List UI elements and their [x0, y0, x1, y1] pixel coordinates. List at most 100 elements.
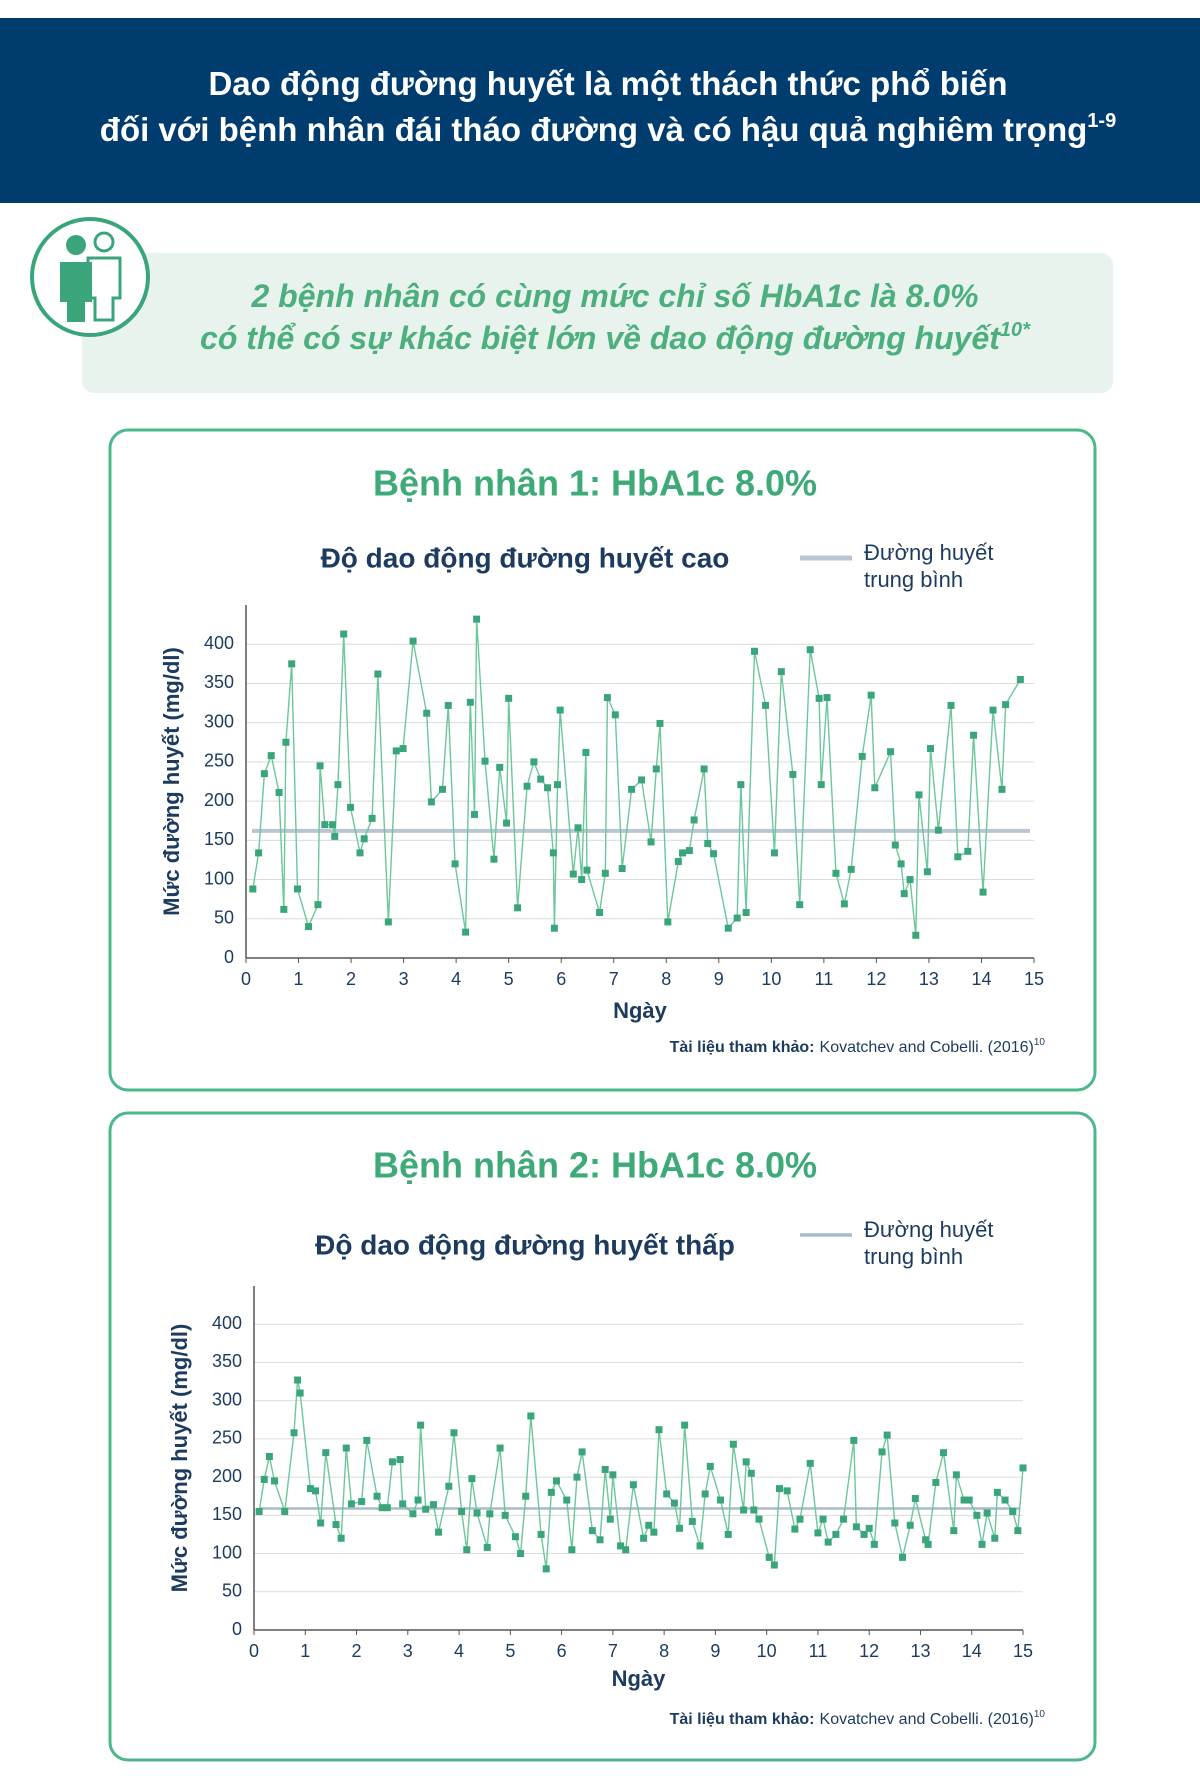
glucose-point — [947, 701, 955, 709]
x-tick-label: 5 — [505, 1641, 515, 1661]
glucose-point — [267, 752, 275, 760]
glucose-point — [817, 781, 825, 789]
header-title: Dao động đường huyết là một thách thức p… — [208, 65, 1007, 102]
glucose-point — [427, 798, 435, 806]
glucose-point — [1016, 676, 1024, 684]
glucose-point — [656, 719, 664, 727]
x-tick-label: 9 — [710, 1641, 720, 1661]
glucose-point — [550, 924, 558, 932]
glucose-point — [358, 1498, 366, 1506]
glucose-point — [374, 670, 382, 678]
x-tick-label: 11 — [809, 1641, 828, 1661]
glucose-point — [681, 1421, 689, 1429]
glucose-point — [924, 1540, 932, 1548]
glucose-point — [664, 918, 672, 926]
glucose-point — [622, 1546, 630, 1554]
glucose-point — [871, 784, 879, 792]
glucose-point — [979, 888, 987, 896]
legend: Đường huyết trung bình — [864, 1217, 993, 1269]
glucose-point — [296, 1389, 304, 1397]
glucose-point — [305, 923, 313, 931]
glucose-point — [578, 1448, 586, 1456]
glucose-point — [451, 860, 459, 868]
y-tick-label: 200 — [212, 1466, 242, 1486]
glucose-point — [609, 1471, 617, 1479]
x-tick-label: 7 — [609, 969, 619, 989]
glucose-point — [897, 860, 905, 868]
glucose-point — [922, 1536, 930, 1544]
glucose-point — [819, 1515, 827, 1523]
y-tick-label: 50 — [222, 1581, 242, 1601]
x-tick-label: 14 — [971, 969, 991, 989]
header-line: đối với bệnh nhân đái tháo đường và có h… — [100, 111, 1088, 148]
glucose-point — [724, 1530, 732, 1538]
glucose-point — [645, 1521, 653, 1529]
y-tick-label: 0 — [224, 947, 234, 967]
glucose-point — [537, 775, 545, 783]
glucose-point — [965, 1496, 973, 1504]
glucose-point — [950, 1527, 958, 1535]
y-axis-label: Mức đường huyết (mg/dl) — [159, 647, 184, 916]
x-tick-label: 10 — [757, 1641, 777, 1661]
y-tick-label: 250 — [212, 1428, 242, 1448]
glucose-point — [618, 865, 626, 873]
glucose-point — [655, 1426, 663, 1434]
glucose-point — [652, 765, 660, 773]
glucose-point — [596, 909, 604, 917]
glucose-point — [530, 758, 538, 766]
glucose-point — [883, 1431, 891, 1439]
glucose-point — [462, 928, 470, 936]
y-tick-label: 150 — [212, 1504, 242, 1524]
glucose-point — [265, 1452, 273, 1460]
glucose-point — [740, 1506, 748, 1514]
x-tick-label: 3 — [403, 1641, 413, 1661]
glucose-point — [468, 1475, 476, 1483]
glucose-point — [458, 1508, 466, 1516]
glucose-point — [789, 770, 797, 778]
glucose-point — [523, 782, 531, 790]
y-tick-label: 400 — [212, 1313, 242, 1333]
glucose-point — [603, 694, 611, 702]
glucose-point — [796, 901, 804, 909]
glucose-point — [496, 1444, 504, 1452]
glucose-point — [647, 838, 655, 846]
glucose-point — [445, 1482, 453, 1490]
glucose-point — [249, 885, 257, 893]
glucose-point — [701, 1490, 709, 1498]
glucose-point — [737, 781, 745, 789]
glucose-point — [814, 1529, 822, 1537]
glucose-point — [704, 839, 712, 847]
glucose-point — [824, 1538, 832, 1546]
glucose-point — [463, 1546, 471, 1554]
glucose-point — [527, 1412, 535, 1420]
glucose-point — [444, 701, 452, 709]
glucose-point — [544, 784, 552, 792]
glucose-point — [511, 1533, 519, 1541]
glucose-point — [517, 1550, 525, 1558]
glucose-point — [954, 853, 962, 861]
glucose-point — [1001, 1496, 1009, 1504]
glucose-point — [860, 1530, 868, 1538]
y-tick-label: 350 — [204, 672, 234, 692]
glucose-point — [690, 816, 698, 824]
glucose-point — [706, 1462, 714, 1470]
glucose-point — [906, 1521, 914, 1529]
glucose-point — [306, 1485, 314, 1493]
glucose-point — [606, 1515, 614, 1523]
glucose-point — [317, 1519, 325, 1527]
glucose-point — [601, 869, 609, 877]
callout-text: 2 bệnh nhân có cùng mức chỉ số HbA1c là … — [250, 278, 978, 314]
glucose-point — [471, 810, 479, 818]
glucose-point — [628, 785, 636, 793]
x-tick-label: 0 — [249, 1641, 259, 1661]
glucose-point — [912, 931, 920, 939]
glucose-point — [891, 1519, 899, 1527]
glucose-point — [409, 1510, 417, 1518]
glucose-point — [316, 762, 324, 770]
glucose-point — [414, 1496, 422, 1504]
glucose-point — [255, 1508, 263, 1516]
glucose-point — [815, 694, 823, 702]
glucose-point — [290, 1429, 298, 1437]
x-tick-label: 1 — [300, 1641, 310, 1661]
glucose-point — [582, 748, 590, 756]
